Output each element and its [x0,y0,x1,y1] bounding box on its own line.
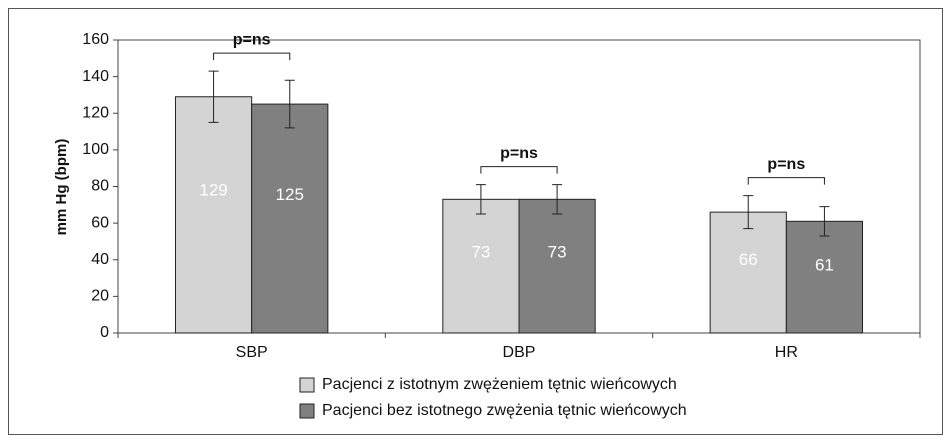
legend-label: Pacjenci bez istotnego zwężenia tętnic w… [322,402,687,419]
x-tick-label: DBP [503,344,536,361]
value-label: 73 [471,242,490,261]
bracket [213,52,291,61]
error-bar [819,206,830,237]
bar [442,198,520,334]
y-tick-label: 120 [82,104,109,121]
y-tick-label: 20 [91,288,109,305]
y-tick-label: 140 [82,68,109,85]
x-tick-label: SBP [236,344,268,361]
legend-swatch [299,377,315,393]
error-bar [208,70,219,123]
bar [709,211,787,334]
error-bar [552,184,563,215]
bar [518,198,596,334]
value-label: 129 [199,181,227,200]
annotation: p=ns [767,156,805,173]
bracket [480,166,558,174]
bar [251,103,329,334]
error-bar [743,195,754,230]
value-label: 61 [815,255,834,274]
value-label: 66 [739,250,758,269]
value-label: 125 [276,185,304,204]
y-tick-label: 100 [82,141,109,158]
x-tick-label: HR [775,344,798,361]
frame [8,8,943,435]
y-tick-label: 0 [100,324,109,341]
error-bar [284,79,295,129]
value-label: 73 [548,242,567,261]
legend-swatch [299,403,315,419]
annotation: p=ns [233,31,271,48]
bracket [747,177,825,185]
bar [174,96,253,334]
y-tick-label: 160 [82,31,109,48]
y-tick-label: 80 [91,178,109,195]
error-bar [475,184,486,215]
y-tick-label: 40 [91,251,109,268]
y-tick-label: 60 [91,214,109,231]
bar [785,220,864,334]
annotation: p=ns [500,145,538,162]
legend-label: Pacjenci z istotnym zwężeniem tętnic wie… [322,376,677,393]
y-axis-label: mm Hg (bpm) [53,139,70,236]
